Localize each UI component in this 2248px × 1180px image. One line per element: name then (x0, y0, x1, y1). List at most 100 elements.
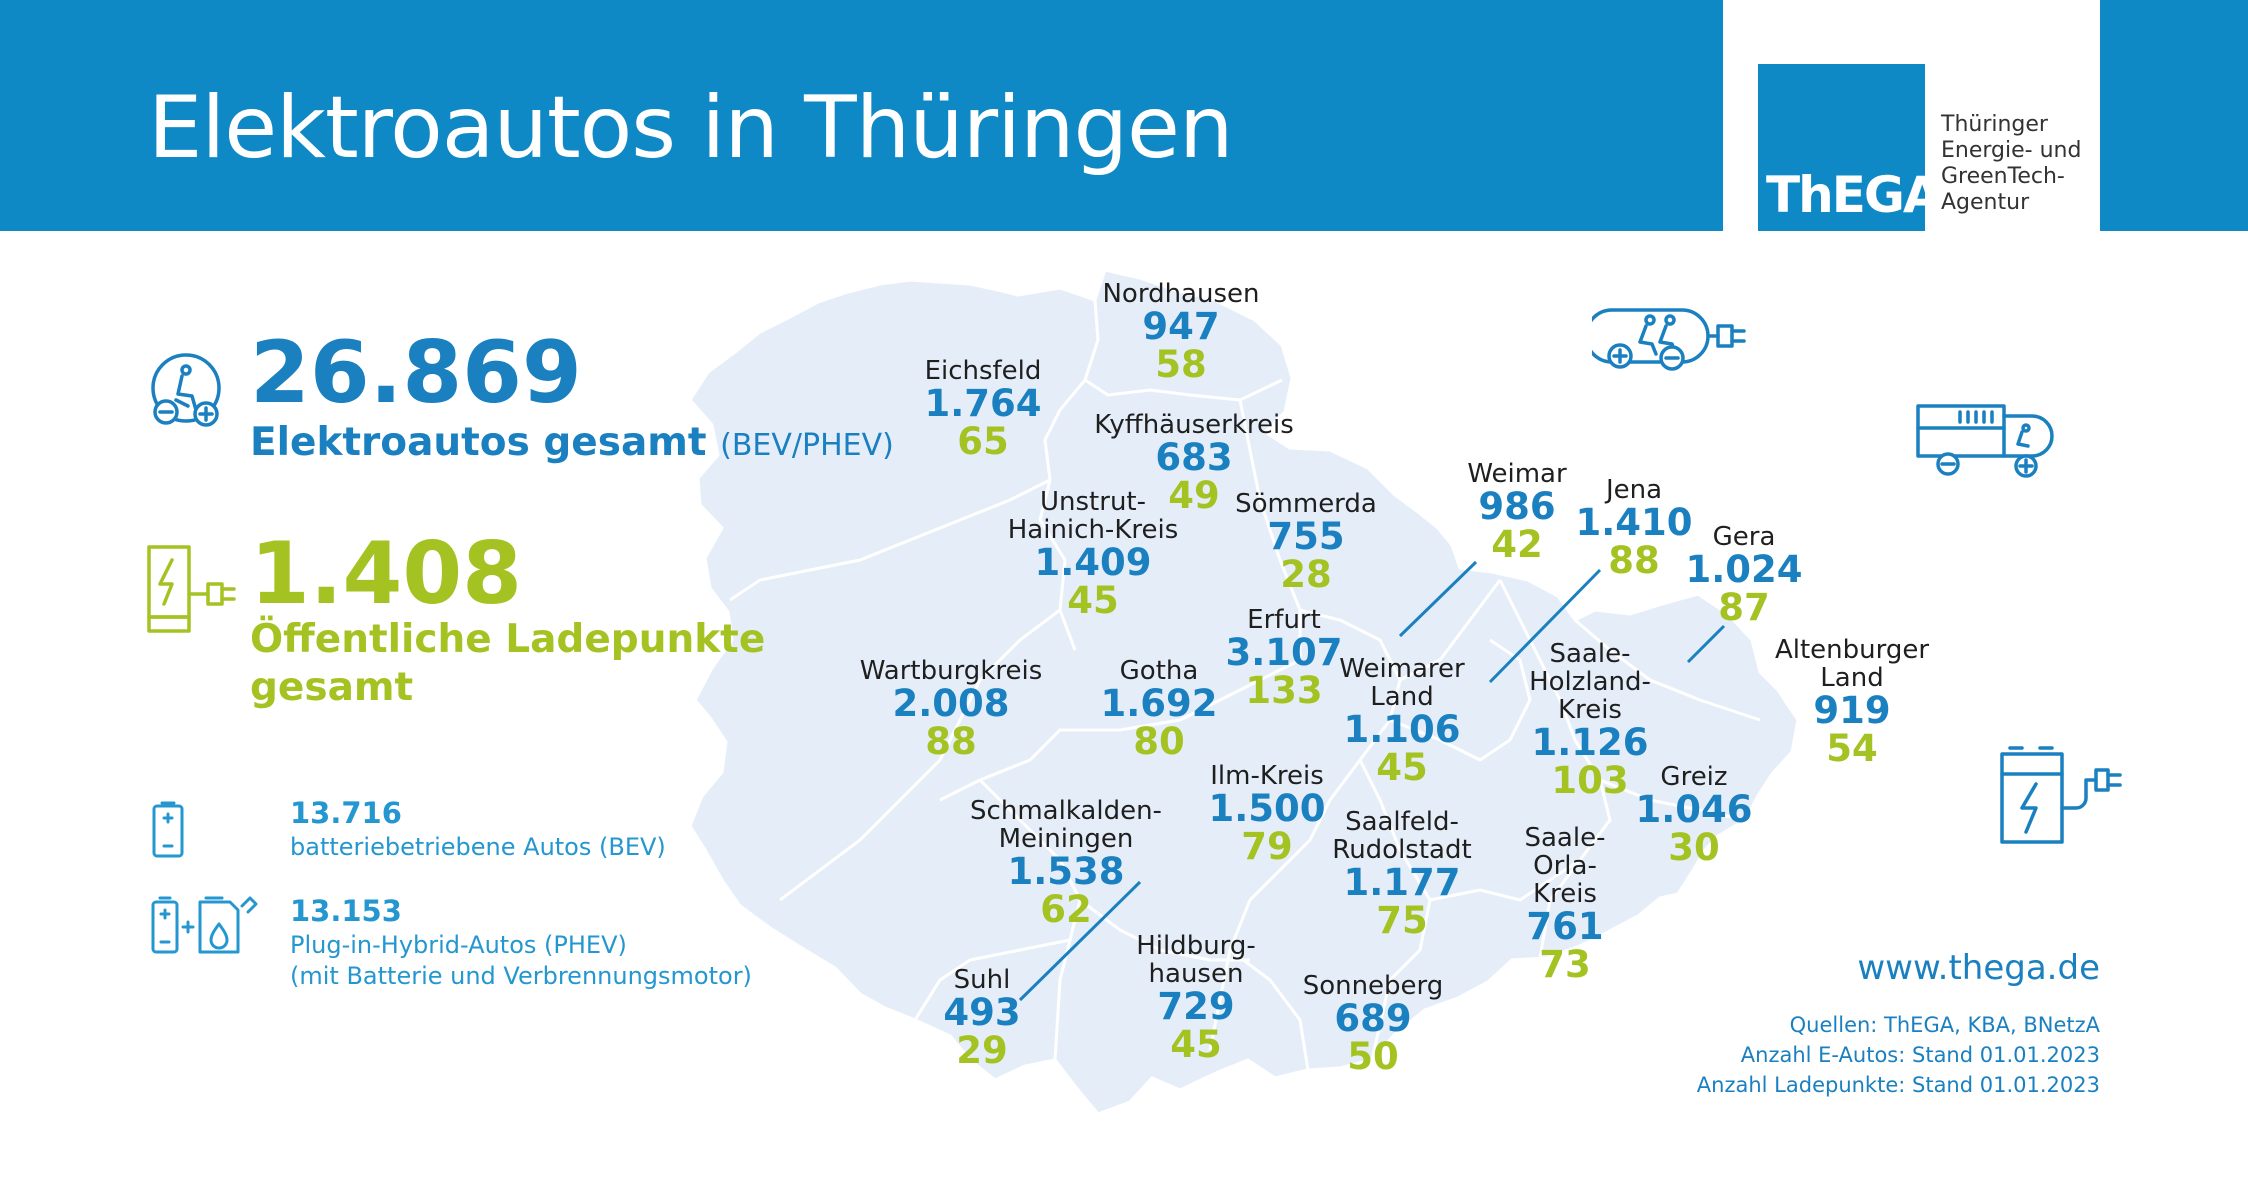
region-name: Kreis (1533, 879, 1597, 909)
region-name: Saalfeld- (1345, 807, 1459, 837)
region-charging: 103 (1551, 759, 1629, 802)
map-outline (688, 268, 1800, 1116)
region-charging: 87 (1718, 586, 1770, 629)
region-name: Ilm-Kreis (1210, 761, 1324, 791)
cars-total-label-suffix: (BEV/PHEV) (720, 428, 894, 463)
region-cars: 1.046 (1635, 788, 1753, 831)
region-ilm-kreis: Ilm-Kreis 1.500 79 (1137, 762, 1397, 866)
region-cars: 2.008 (892, 682, 1010, 725)
region-name: Suhl (953, 965, 1011, 995)
sources-line: Anzahl Ladepunkte: Stand 01.01.2023 (1696, 1073, 2100, 1097)
cars-total-label: Elektroautos gesamt (BEV/PHEV) (250, 420, 894, 465)
region-name: Saale- (1524, 823, 1606, 853)
region-charging: 79 (1241, 825, 1293, 868)
region-charging: 80 (1133, 720, 1185, 763)
region-charging: 73 (1539, 943, 1591, 986)
region-name: Greiz (1660, 762, 1728, 792)
region-eichsfeld: Eichsfeld 1.764 65 (853, 357, 1113, 461)
region-suhl: Suhl 493 29 (852, 966, 1112, 1070)
region-charging: 65 (957, 420, 1009, 463)
region-charging: 45 (1170, 1023, 1222, 1066)
cars-total-value: 26.869 (250, 323, 582, 423)
region-cars: 1.410 (1575, 501, 1693, 544)
region-cars: 1.764 (924, 382, 1042, 425)
region-kyffhaeuserkreis: Kyffhäuserkreis 683 49 (1064, 411, 1324, 515)
region-gotha: Gotha 1.692 80 (1029, 657, 1289, 761)
bev-label: batteriebetriebene Autos (BEV) (290, 833, 666, 861)
region-name: Nordhausen (1102, 279, 1260, 309)
region-cars: 761 (1526, 905, 1604, 948)
region-name: Schmalkalden- (970, 796, 1162, 826)
region-weimar: Weimar 986 42 (1387, 460, 1647, 564)
region-saale-orla-kreis: Saale- Orla- Kreis 761 73 (1435, 824, 1695, 984)
region-name: Gera (1712, 522, 1776, 552)
region-name: Kyffhäuserkreis (1094, 410, 1294, 440)
electric-truck-icon (1916, 404, 2054, 478)
region-charging: 30 (1668, 826, 1720, 869)
phev-label: Plug-in-Hybrid-Autos (PHEV) (mit Batteri… (290, 930, 752, 992)
battery-icon (152, 801, 184, 858)
region-name: Weimarer (1339, 654, 1465, 684)
region-name: Unstrut- (1040, 487, 1146, 517)
thega-logo[interactable] (1758, 64, 1925, 231)
region-charging: 50 (1347, 1035, 1399, 1078)
region-cars: 1.409 (1034, 541, 1152, 584)
region-cars: 919 (1813, 689, 1891, 732)
region-cars: 755 (1267, 515, 1345, 558)
region-cars: 3.107 (1225, 631, 1343, 674)
region-name: Gotha (1119, 656, 1199, 686)
region-charging: 42 (1491, 523, 1543, 566)
region-cars: 493 (943, 991, 1021, 1034)
sources-line: Quellen: ThEGA, KBA, BNetzA (1789, 1013, 2100, 1037)
region-schmalkalden-meiningen: Schmalkalden- Meiningen 1.538 62 (936, 797, 1196, 929)
region-erfurt: Erfurt 3.107 133 (1154, 606, 1414, 710)
region-name: Saale- (1549, 639, 1631, 669)
region-name: Erfurt (1247, 605, 1321, 635)
region-wartburgkreis: Wartburgkreis 2.008 88 (821, 657, 1081, 761)
region-name: Altenburger (1774, 635, 1930, 665)
logo-tagline-line: Energie- und (1941, 138, 2082, 163)
region-name: Meiningen (998, 824, 1134, 854)
region-charging: 88 (925, 720, 977, 763)
region-charging: 58 (1155, 343, 1207, 386)
region-charging: 62 (1040, 888, 1092, 931)
logo-tagline: Thüringer Energie- und GreenTech- Agentu… (1941, 112, 2081, 216)
charging-station-icon (147, 545, 236, 633)
region-cars: 1.177 (1343, 861, 1461, 904)
region-name: Wartburgkreis (859, 656, 1043, 686)
region-jena: Jena 1.410 88 (1504, 476, 1764, 580)
region-cars: 1.126 (1531, 721, 1649, 764)
region-nordhausen: Nordhausen 947 58 (1051, 280, 1311, 384)
region-cars: 1.500 (1208, 787, 1326, 830)
region-cars: 1.024 (1685, 548, 1803, 591)
region-name: Hildburg- (1136, 931, 1256, 961)
phev-value: 13.153 (290, 894, 402, 928)
region-name: Eichsfeld (924, 356, 1042, 386)
region-name: Weimar (1467, 459, 1567, 489)
region-cars: 947 (1142, 305, 1220, 348)
leader-line-weimar (1398, 560, 1478, 638)
car-icon (151, 353, 221, 427)
region-cars: 1.538 (1007, 850, 1125, 893)
region-name: Holzland- (1529, 667, 1651, 697)
region-name: Sonneberg (1302, 971, 1444, 1001)
phev-label-line: (mit Batterie und Verbrennungsmotor) (290, 962, 752, 990)
logo-tagline-line: Agentur (1941, 190, 2030, 215)
charging-plug-icon (2000, 746, 2122, 844)
region-name: Hainich-Kreis (1007, 515, 1179, 545)
website-link[interactable]: www.thega.de (1857, 948, 2100, 988)
cars-total-label-main: Elektroautos gesamt (250, 420, 707, 465)
region-charging: 88 (1608, 539, 1660, 582)
region-charging: 45 (1067, 579, 1119, 622)
logo-tagline-line: Thüringer (1941, 112, 2048, 137)
region-charging: 49 (1168, 474, 1220, 517)
region-name: hausen (1148, 959, 1244, 989)
region-soemmerda: Sömmerda 755 28 (1176, 490, 1436, 594)
region-cars: 729 (1157, 985, 1235, 1028)
leader-line-gera (1686, 624, 1726, 664)
region-name: Sömmerda (1235, 489, 1377, 519)
region-charging: 54 (1826, 727, 1878, 770)
region-charging: 28 (1280, 553, 1332, 596)
sources-note: Quellen: ThEGA, KBA, BNetzA Anzahl E-Aut… (1697, 1010, 2100, 1100)
